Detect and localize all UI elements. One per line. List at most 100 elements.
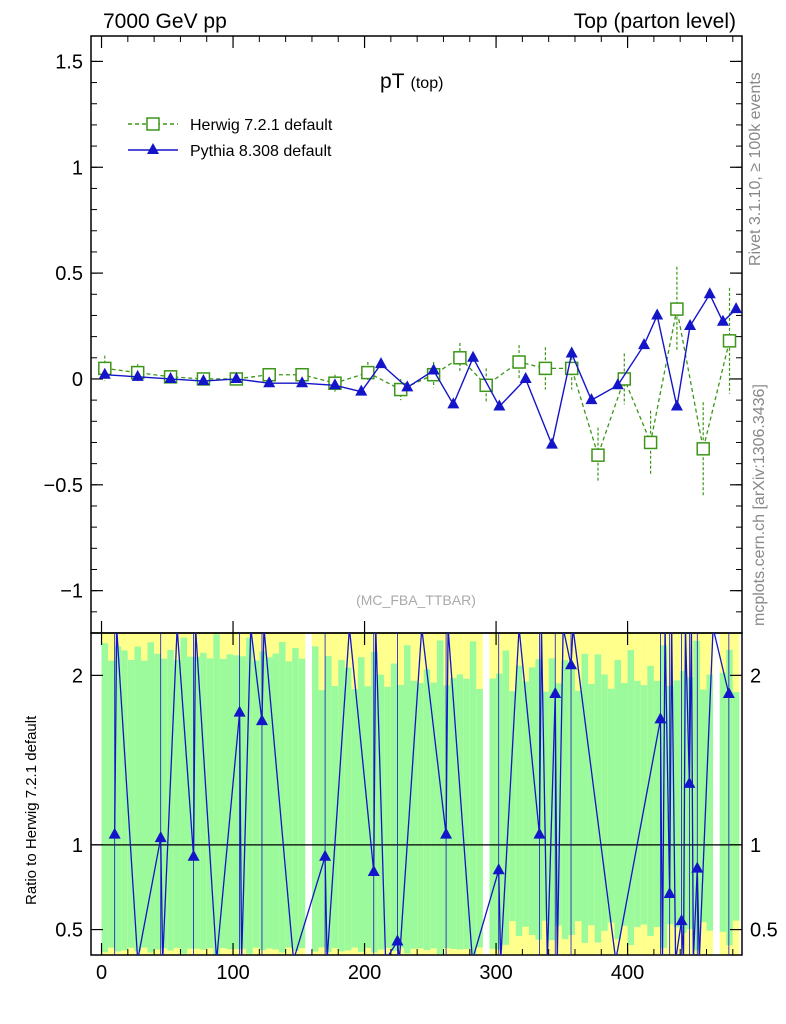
pythia-point: [565, 346, 578, 358]
ratio-band-green: [127, 659, 135, 948]
ratio-band-green: [114, 646, 122, 952]
ratio-band-green: [180, 637, 188, 954]
ratio-xtick-label: 0: [96, 962, 107, 984]
pythia-point: [670, 399, 683, 411]
ratio-band-green: [206, 658, 214, 949]
pythia-point: [545, 437, 558, 449]
ratio-band-green: [627, 650, 635, 946]
ratio-band-green: [621, 683, 628, 926]
main-ytick-label: −1: [60, 581, 83, 603]
ratio-band-green: [680, 670, 687, 933]
pythia-point: [98, 367, 111, 379]
ratio-pythia-point: [440, 827, 453, 839]
ratio-y-axis-label: Ratio to Herwig 7.2.1 default: [23, 715, 40, 905]
herwig-point: [361, 365, 375, 380]
ratio-band-green: [233, 655, 240, 950]
pythia-point: [263, 376, 276, 388]
pythia-point: [328, 378, 341, 390]
ratio-band-green: [292, 648, 299, 951]
main-ytick-label: 1.5: [55, 51, 83, 73]
ratio-band-green: [515, 665, 523, 936]
ratio-band-green: [522, 681, 529, 927]
legend-entry-pythia: Pythia 8.308 default: [128, 143, 332, 160]
ratio-band-green: [390, 663, 398, 951]
ratio-band-green: [325, 655, 332, 952]
ratio-band-green: [147, 642, 155, 953]
ratio-band-green: [173, 659, 181, 948]
ratio-band-green: [430, 682, 437, 949]
pythia-point: [611, 378, 624, 390]
ratio-band-green: [397, 685, 405, 949]
herwig-point: [643, 435, 658, 450]
ratio-band-green: [279, 642, 286, 953]
herwig-point: [696, 442, 710, 456]
ratio-band-green: [561, 660, 569, 940]
pythia-point: [651, 308, 664, 320]
ratio-band-green: [489, 678, 497, 949]
ratio-pythia-point: [367, 864, 380, 876]
ratio-band-gap: [482, 633, 490, 955]
ratio-pythia-point: [187, 849, 200, 861]
ratio-pythia-point: [233, 705, 246, 717]
ratio-band-green: [699, 689, 707, 922]
pythia-point: [131, 369, 144, 381]
ratio-band-green: [318, 690, 326, 948]
ratio-band-green: [555, 683, 562, 926]
ratio-band-green: [719, 672, 727, 932]
ratio-band-green: [285, 661, 293, 948]
ratio-band-green: [311, 646, 319, 952]
ratio-band-green: [154, 653, 161, 950]
herwig-series-line: [104, 308, 731, 458]
herwig-point: [670, 302, 684, 316]
pythia-point: [197, 374, 210, 386]
ratio-band-green: [634, 680, 641, 928]
ratio-ytick-label-left: 1: [72, 835, 83, 857]
ratio-band-green: [673, 680, 681, 928]
analysis-watermark: (MC_FBA_TTBAR): [356, 592, 476, 608]
ratio-band-green: [134, 646, 141, 952]
ratio-pythia-point: [255, 714, 268, 726]
ratio-pythia-point: [533, 827, 546, 839]
ratio-band-green: [469, 641, 477, 954]
legend: Herwig 7.2.1 default Pythia 8.308 defaul…: [128, 117, 333, 160]
ratio-band-green: [357, 657, 365, 952]
ratio-band-green: [542, 691, 549, 921]
ratio-xtick-label: 100: [216, 962, 249, 984]
ratio-band-green: [436, 640, 444, 955]
ratio-band-green: [647, 665, 654, 936]
ratio-axis-ticks: 0.5 0.5 1 1 2 2 0 100 200 300 400: [55, 633, 778, 984]
ratio-band-gap: [305, 633, 312, 955]
ratio-band-green: [693, 640, 700, 951]
ratio-band-green: [121, 650, 128, 951]
pythia-point: [519, 371, 532, 383]
ratio-band-green: [502, 650, 510, 945]
pythia-point: [401, 380, 414, 392]
ratio-pythia-point: [663, 886, 676, 898]
ratio-band-green: [252, 660, 260, 948]
ratio-band-green: [456, 674, 464, 950]
pythia-point: [638, 338, 651, 350]
pythia-point: [164, 371, 177, 383]
main-ytick-label: 1: [72, 157, 83, 179]
legend-pythia-marker: [147, 143, 159, 154]
ratio-xtick-label: 400: [611, 962, 644, 984]
ratio-pythia-point: [319, 849, 332, 861]
chart-title: pT (top): [380, 70, 443, 93]
ratio-pythia-point: [108, 827, 121, 839]
ratio-band-green: [574, 690, 582, 922]
ratio-band-gap: [713, 633, 720, 955]
ratio-ytick-label-left: 0.5: [55, 920, 83, 942]
ratio-band-green: [140, 660, 148, 948]
pythia-point: [730, 302, 742, 314]
ratio-band-green: [410, 680, 418, 949]
ratio-ytick-label-right: 0.5: [750, 920, 778, 942]
ratio-band-green: [193, 656, 201, 949]
ratio-pythia-point: [549, 687, 562, 699]
ratio-pythia-point: [492, 863, 505, 875]
ratio-series-layer: [108, 633, 735, 955]
main-series-layer: [98, 266, 742, 496]
ratio-panel-frame: [90, 632, 743, 956]
pythia-point: [493, 399, 506, 411]
pythia-point: [684, 319, 697, 331]
